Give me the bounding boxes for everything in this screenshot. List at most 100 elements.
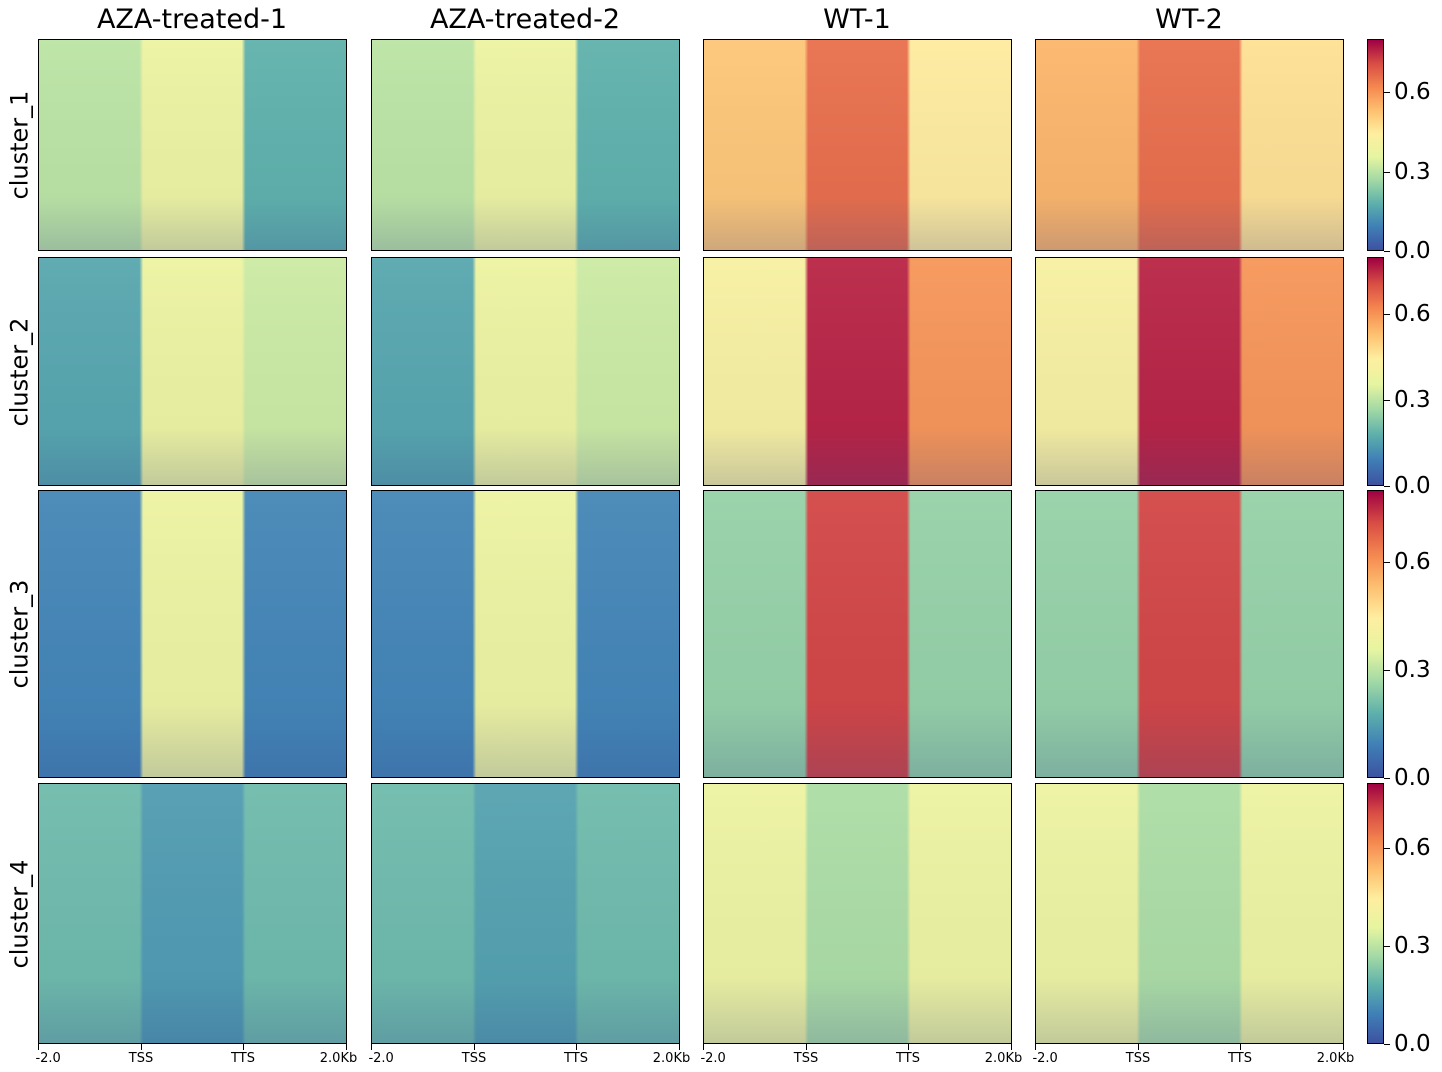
- x-tick: [806, 1044, 807, 1050]
- colorbar-tick: [1384, 778, 1390, 779]
- colorbar: [1367, 39, 1384, 251]
- colorbar-tick-label: 0.6: [1394, 301, 1431, 327]
- heatmap-shade: [1036, 784, 1343, 1043]
- colorbar-tick-label: 0.3: [1394, 387, 1431, 413]
- heatmap-panel: [1035, 257, 1344, 486]
- heatmap-svg: [1036, 40, 1343, 250]
- heatmap-svg: [372, 258, 679, 485]
- x-tick: [346, 1044, 347, 1050]
- colorbar-tick-label: 0.0: [1394, 1031, 1431, 1057]
- heatmap-shade: [704, 491, 1011, 777]
- heatmap-svg: [704, 258, 1011, 485]
- heatmap-panel: [703, 490, 1012, 778]
- colorbar-tick: [1384, 946, 1390, 947]
- x-tick: [576, 1044, 577, 1050]
- x-tick: [1343, 1044, 1344, 1050]
- heatmap-svg: [39, 784, 346, 1043]
- colorbar-tick: [1384, 562, 1390, 563]
- column-title: WT-2: [1155, 4, 1223, 35]
- colorbar-tick-label: 0.0: [1394, 473, 1431, 499]
- colorbar-tick-label: 0.6: [1394, 549, 1431, 575]
- heatmap-shade: [372, 258, 679, 485]
- heatmap-svg: [39, 491, 346, 777]
- heatmap-shade: [39, 258, 346, 485]
- x-tick-label: -2.0: [1032, 1051, 1058, 1066]
- heatmap-svg: [39, 258, 346, 485]
- x-tick: [908, 1044, 909, 1050]
- x-tick-label: 2.0Kb: [984, 1051, 1023, 1066]
- heatmap-svg: [372, 491, 679, 777]
- heatmap-svg: [1036, 491, 1343, 777]
- colorbar-tick: [1384, 848, 1390, 849]
- x-tick-label: -2.0: [700, 1051, 726, 1066]
- x-tick: [679, 1044, 680, 1050]
- x-tick-label: TTS: [231, 1051, 255, 1066]
- x-tick: [703, 1044, 704, 1050]
- colorbar-tick-label: 0.3: [1394, 159, 1431, 185]
- heatmap-shade: [1036, 258, 1343, 485]
- x-tick-label: 2.0Kb: [319, 1051, 358, 1066]
- heatmap-svg: [1036, 784, 1343, 1043]
- row-label: cluster_1: [4, 39, 34, 251]
- column-title: WT-1: [823, 4, 891, 35]
- row-label-text: cluster_1: [5, 90, 34, 200]
- heatmap-svg: [372, 784, 679, 1043]
- x-tick-label: -2.0: [35, 1051, 61, 1066]
- x-tick-label: -2.0: [368, 1051, 394, 1066]
- heatmap-shade: [372, 40, 679, 250]
- x-tick-label: 2.0Kb: [1316, 1051, 1355, 1066]
- heatmap-panel: [38, 257, 347, 486]
- x-tick: [1240, 1044, 1241, 1050]
- heatmap-panel: [703, 39, 1012, 251]
- heatmap-panel: [1035, 39, 1344, 251]
- heatmap-svg: [1036, 258, 1343, 485]
- row-label-text: cluster_3: [5, 579, 34, 689]
- x-tick: [243, 1044, 244, 1050]
- colorbar-tick-label: 0.0: [1394, 238, 1431, 264]
- x-tick-label: TSS: [461, 1051, 487, 1066]
- heatmap-shade: [1036, 40, 1343, 250]
- colorbar-tick-label: 0.6: [1394, 835, 1431, 861]
- colorbar: [1367, 490, 1384, 778]
- heatmap-shade: [372, 784, 679, 1043]
- colorbar: [1367, 257, 1384, 486]
- column-title: AZA-treated-1: [96, 4, 288, 35]
- heatmap-shade: [704, 784, 1011, 1043]
- colorbar-tick-label: 0.0: [1394, 765, 1431, 791]
- row-label-text: cluster_2: [5, 317, 34, 426]
- heatmap-panel: [703, 783, 1012, 1044]
- row-label: cluster_2: [4, 257, 34, 486]
- x-tick-label: TSS: [793, 1051, 819, 1066]
- colorbar-tick-label: 0.6: [1394, 79, 1431, 105]
- colorbar-tick-label: 0.3: [1394, 933, 1431, 959]
- heatmap-panel: [371, 39, 680, 251]
- heatmap-panel: [371, 490, 680, 778]
- x-tick: [1011, 1044, 1012, 1050]
- heatmap-shade: [39, 491, 346, 777]
- column-title: AZA-treated-2: [429, 4, 621, 35]
- heatmap-svg: [704, 491, 1011, 777]
- colorbar-tick: [1384, 1044, 1390, 1045]
- heatmap-shade: [39, 784, 346, 1043]
- x-tick: [141, 1044, 142, 1050]
- heatmap-shade: [704, 258, 1011, 485]
- heatmap-svg: [704, 784, 1011, 1043]
- colorbar-tick: [1384, 314, 1390, 315]
- colorbar: [1367, 783, 1384, 1044]
- row-label: cluster_4: [4, 783, 34, 1044]
- x-tick: [474, 1044, 475, 1050]
- heatmap-panel: [38, 490, 347, 778]
- heatmap-panel: [703, 257, 1012, 486]
- heatmap-shade: [1036, 491, 1343, 777]
- row-label: cluster_3: [4, 490, 34, 778]
- x-tick-label: TTS: [1228, 1051, 1252, 1066]
- heatmap-panel: [1035, 783, 1344, 1044]
- colorbar-tick-label: 0.3: [1394, 657, 1431, 683]
- colorbar-tick: [1384, 486, 1390, 487]
- x-tick-label: 2.0Kb: [652, 1051, 691, 1066]
- heatmap-panel: [38, 39, 347, 251]
- heatmap-panel: [371, 783, 680, 1044]
- colorbar-tick: [1384, 670, 1390, 671]
- x-tick-label: TSS: [128, 1051, 154, 1066]
- colorbar-tick: [1384, 400, 1390, 401]
